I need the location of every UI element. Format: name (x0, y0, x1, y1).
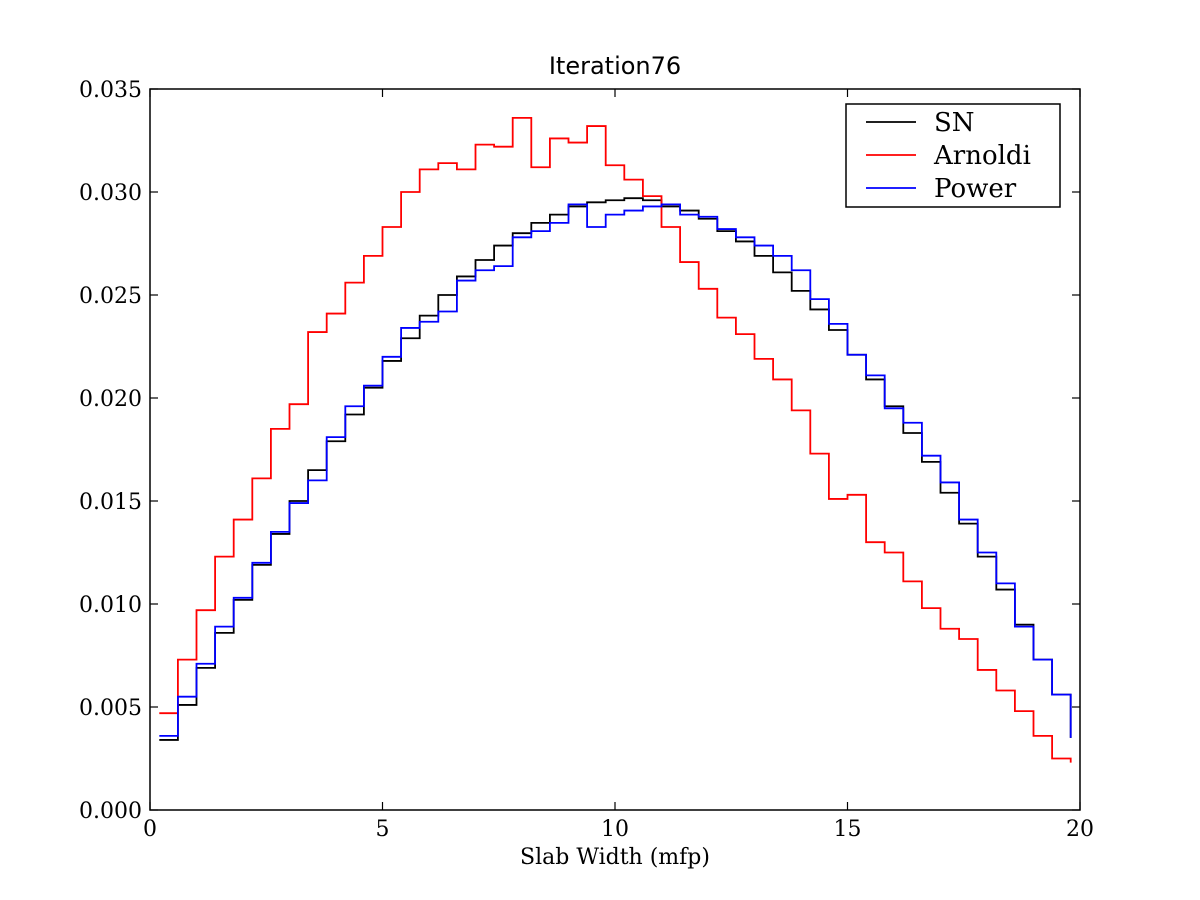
series-layer (159, 116, 1072, 763)
y-tick-label: 0.030 (79, 181, 142, 206)
y-tick-label: 0.005 (79, 696, 142, 721)
legend-label: SN (934, 108, 975, 138)
x-tick-label: 5 (376, 817, 390, 842)
y-tick-label: 0.000 (79, 799, 142, 824)
x-axis-label: Slab Width (mfp) (520, 845, 710, 870)
y-tick-label: 0.015 (79, 490, 142, 515)
x-tick-label: 10 (601, 817, 629, 842)
x-tick-label: 20 (1066, 817, 1094, 842)
x-tick-label: 15 (834, 817, 862, 842)
series-line-arnoldi (159, 116, 1072, 763)
y-tick-label: 0.020 (79, 387, 142, 412)
legend-label: Power (934, 174, 1017, 204)
legend-label: Arnoldi (933, 141, 1031, 171)
y-tick-label: 0.035 (79, 78, 142, 103)
series-line-power (159, 203, 1072, 738)
y-tick-label: 0.025 (79, 284, 142, 309)
x-tick-label: 0 (143, 817, 157, 842)
chart-title: Iteration76 (549, 52, 681, 80)
axis-ticks: 0 5 10 15 20 0.000 0.005 0.010 0.015 0.020 0.025 0.… (79, 78, 1094, 842)
y-tick-label: 0.010 (79, 593, 142, 618)
